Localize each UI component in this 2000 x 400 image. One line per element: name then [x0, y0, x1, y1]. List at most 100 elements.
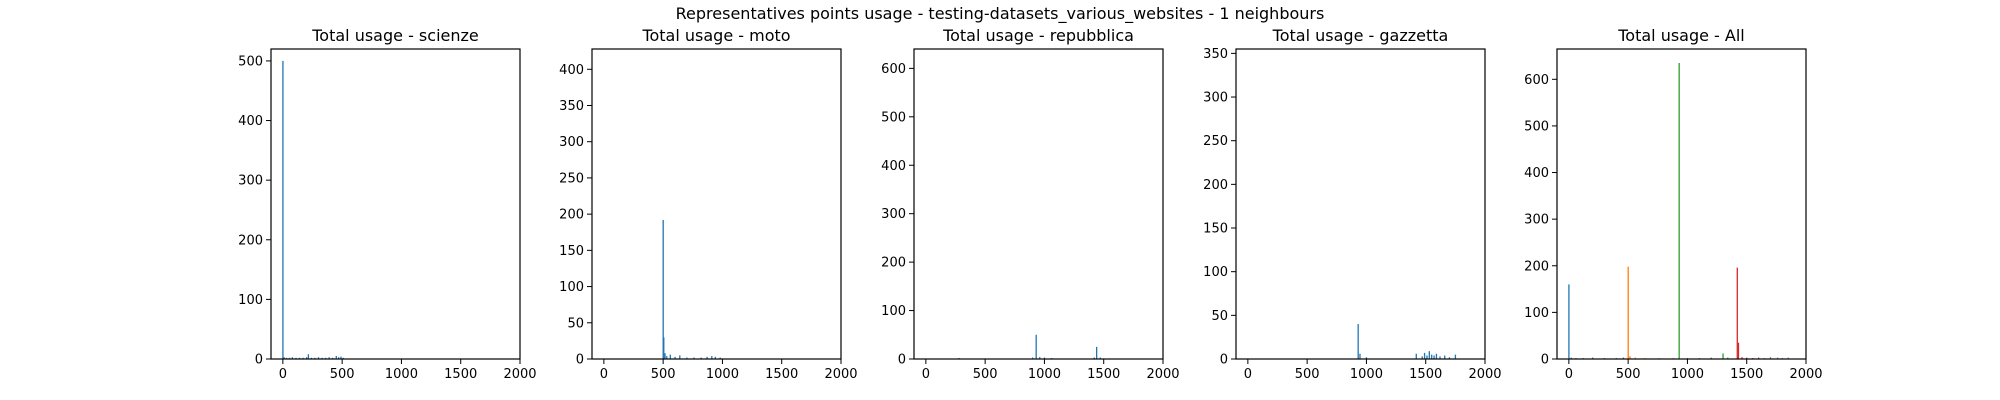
bar-2-0 [1678, 62, 1680, 359]
bar-4-1 [1769, 357, 1772, 359]
bar-0-1 [283, 357, 285, 359]
bar-0-0 [1357, 324, 1359, 359]
bar-0-6 [1426, 355, 1428, 359]
chart-panel-4: 0 500 1000 1500 2000 0 100 200 300 400 500 600 Total… [1524, 26, 1822, 382]
y-tick-label: 400 [559, 63, 584, 78]
bar-0-11 [1439, 356, 1441, 359]
x-tick-label: 2000 [1789, 367, 1822, 382]
bar-0-4 [1421, 356, 1423, 359]
bar-0-5 [674, 356, 676, 359]
y-tick-label: 400 [238, 114, 263, 129]
y-tick-label: 300 [559, 135, 584, 150]
axes-frame [1235, 48, 1486, 360]
bar-2-5 [1727, 357, 1729, 359]
y-tick-label: 100 [1524, 306, 1549, 321]
chart-title: Total usage - repubblica [942, 26, 1134, 45]
y-tick-label: 350 [559, 99, 584, 114]
axes-frame [591, 48, 842, 360]
bar-0-3 [1415, 353, 1417, 359]
bar-0-14 [1454, 354, 1457, 359]
x-tick-label: 2000 [824, 367, 857, 382]
bar-0-12 [714, 356, 717, 359]
x-tick-label: 2000 [503, 367, 536, 382]
x-tick-label: 500 [330, 367, 355, 382]
bar-0-12 [317, 357, 320, 359]
chart-panel-2: 0 500 1000 1500 2000 0 100 200 300 400 500 600 Total… [881, 26, 1179, 382]
axes-frame [270, 48, 521, 360]
bar-1-2 [1634, 357, 1636, 359]
chart-panel-0: 0 500 1000 1500 2000 0 100 200 300 400 500 Total us… [238, 26, 536, 382]
bar-0-5 [1423, 352, 1426, 359]
y-tick-label: 300 [1524, 213, 1549, 228]
x-tick-label: 1000 [385, 367, 418, 382]
x-tick-label: 0 [1244, 367, 1252, 382]
x-tick-label: 0 [600, 367, 608, 382]
bar-0-0 [662, 219, 664, 359]
bar-0-6 [679, 355, 681, 359]
y-tick-label: 300 [881, 207, 906, 222]
y-tick-label: 500 [238, 54, 263, 69]
chart-title: Total usage - gazzetta [1272, 26, 1449, 45]
x-tick-label: 0 [1565, 367, 1573, 382]
bar-0-0 [282, 60, 284, 360]
bar-0-4 [1591, 357, 1594, 359]
y-tick-label: 100 [559, 280, 584, 295]
bar-2-3 [1710, 357, 1712, 359]
bar-0-9 [1433, 355, 1435, 359]
y-tick-label: 250 [559, 171, 584, 186]
axes-frame [1556, 48, 1807, 360]
y-tick-label: 0 [1541, 353, 1549, 368]
chart-title: Total usage - scienze [311, 26, 478, 45]
bar-0-8 [1099, 357, 1101, 359]
y-tick-label: 500 [1524, 119, 1549, 134]
bar-0-9 [307, 354, 310, 359]
bar-0-6 [1093, 357, 1095, 359]
bar-0-2 [664, 353, 666, 359]
x-tick-label: 0 [279, 367, 287, 382]
x-tick-label: 1000 [1350, 367, 1383, 382]
x-tick-label: 1000 [706, 367, 739, 382]
y-tick-label: 100 [881, 304, 906, 319]
y-tick-label: 500 [881, 110, 906, 125]
y-tick-label: 200 [1203, 178, 1228, 193]
bar-3-0 [1736, 267, 1738, 359]
y-tick-label: 100 [238, 293, 263, 308]
y-tick-label: 0 [1220, 353, 1228, 368]
y-tick-label: 300 [238, 174, 263, 189]
y-tick-label: 0 [576, 353, 584, 368]
x-tick-label: 2000 [1468, 367, 1501, 382]
y-tick-label: 50 [567, 316, 584, 331]
bar-2-4 [1722, 353, 1724, 359]
bar-0-1 [1359, 353, 1361, 359]
bar-0-3 [666, 356, 668, 359]
y-tick-label: 400 [881, 159, 906, 174]
bar-0-10 [706, 356, 708, 359]
bar-0-4 [1043, 357, 1046, 359]
bar-0-1 [663, 337, 665, 359]
bar-0-7 [1428, 351, 1430, 359]
bar-1-1 [1629, 356, 1631, 359]
bar-0-13 [719, 357, 721, 359]
bar-0-2 [1365, 357, 1368, 359]
x-tick-label: 1500 [1087, 367, 1120, 382]
y-tick-label: 600 [881, 62, 906, 77]
bar-0-10 [1435, 353, 1438, 359]
bar-3-2 [1741, 357, 1743, 359]
bar-3-5 [1757, 357, 1760, 359]
bar-0-7 [1096, 346, 1098, 359]
bar-0-4 [291, 357, 294, 359]
y-tick-label: 600 [1524, 73, 1549, 88]
x-tick-label: 500 [973, 367, 998, 382]
x-tick-label: 500 [1295, 367, 1320, 382]
chart-title: Total usage - moto [641, 26, 790, 45]
axes-frame [913, 48, 1164, 360]
bar-0-8 [305, 357, 308, 359]
x-tick-label: 0 [922, 367, 930, 382]
bar-0-17 [335, 356, 337, 359]
bar-0-0 [1568, 284, 1570, 359]
x-tick-label: 500 [651, 367, 676, 382]
x-tick-label: 2000 [1146, 367, 1179, 382]
bar-0-1 [1570, 357, 1572, 359]
